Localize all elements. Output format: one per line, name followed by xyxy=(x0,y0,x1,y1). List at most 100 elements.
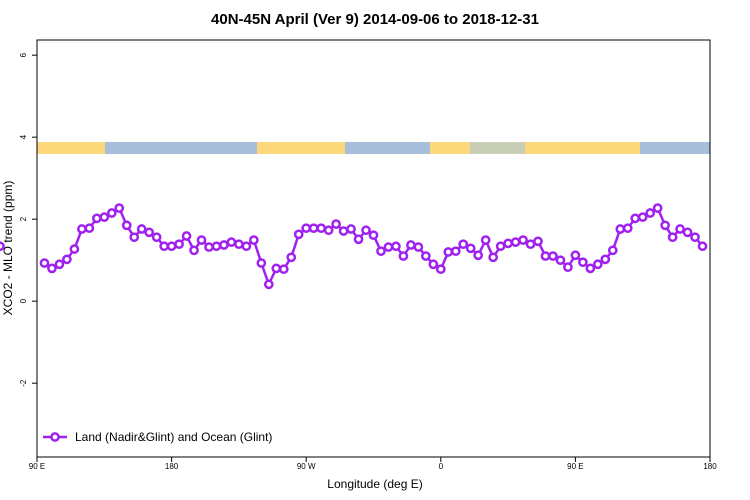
data-point xyxy=(473,250,484,261)
data-point xyxy=(338,226,349,236)
data-point xyxy=(525,239,536,250)
data-point xyxy=(249,235,259,245)
data-point xyxy=(196,235,207,245)
data-point xyxy=(458,239,469,250)
data-point xyxy=(0,241,5,252)
data-point xyxy=(234,239,244,250)
data-point xyxy=(443,247,454,257)
data-point xyxy=(91,213,102,224)
data-point xyxy=(480,235,491,245)
data-point xyxy=(241,241,252,252)
data-point xyxy=(376,246,386,257)
data-point xyxy=(435,264,446,275)
data-point xyxy=(263,279,274,290)
data-point xyxy=(570,250,581,261)
data-point xyxy=(271,263,282,274)
data-point xyxy=(630,213,641,224)
data-point xyxy=(323,225,334,236)
data-point xyxy=(129,232,140,243)
data-point xyxy=(615,224,626,234)
chart-title: 40N-45N April (Ver 9) 2014-09-06 to 2018… xyxy=(211,11,539,28)
y-tick-label: -2 xyxy=(19,379,28,387)
surface-band xyxy=(37,142,710,154)
y-tick-label: 2 xyxy=(19,216,28,221)
data-point xyxy=(166,241,177,252)
data-point xyxy=(346,224,356,234)
data-point xyxy=(278,264,289,275)
data-point xyxy=(413,242,424,252)
data-point xyxy=(151,232,162,243)
data-point xyxy=(488,252,498,263)
data-point xyxy=(121,220,132,231)
data-point xyxy=(226,237,237,247)
data-point xyxy=(84,223,95,234)
data-point xyxy=(136,224,147,234)
data-point xyxy=(690,232,700,243)
data-point xyxy=(600,254,611,265)
data-point xyxy=(69,244,80,254)
data-point xyxy=(368,230,379,241)
data-point xyxy=(256,258,267,268)
data-point xyxy=(495,241,506,252)
data-point xyxy=(219,240,229,250)
data-point xyxy=(660,220,670,231)
data-point xyxy=(286,252,297,263)
data-point xyxy=(211,241,222,252)
data-point xyxy=(622,223,633,234)
data-point xyxy=(667,232,678,243)
data-point xyxy=(39,258,50,268)
data-point xyxy=(204,242,214,252)
data-point xyxy=(533,236,543,247)
data-point xyxy=(652,203,663,213)
y-axis-label: XCO2 - MLO trend (ppm) xyxy=(1,181,15,316)
x-tick-label: 90 W xyxy=(297,462,316,471)
data-point xyxy=(420,251,431,261)
x-tick-label: 90 E xyxy=(567,462,583,471)
y-tick-label: 4 xyxy=(19,134,28,139)
data-point xyxy=(331,219,341,229)
data-point xyxy=(540,251,551,261)
data-point xyxy=(189,245,199,256)
data-point xyxy=(697,241,708,252)
data-point xyxy=(682,227,693,238)
data-point xyxy=(181,231,192,241)
data-point xyxy=(592,259,603,270)
data-point xyxy=(607,245,618,256)
data-point xyxy=(645,208,656,218)
data-point xyxy=(293,229,304,240)
data-point xyxy=(518,235,528,245)
x-tick-label: 0 xyxy=(439,462,444,471)
data-point xyxy=(555,255,566,266)
data-point xyxy=(563,262,573,273)
data-point xyxy=(353,234,364,245)
data-point xyxy=(450,246,461,257)
data-point xyxy=(510,237,521,247)
data-point xyxy=(675,224,685,234)
data-point xyxy=(174,239,184,250)
data-point xyxy=(308,223,319,234)
data-point xyxy=(99,212,110,222)
x-tick-label: 90 E xyxy=(29,462,45,471)
data-point xyxy=(47,263,57,274)
data-point xyxy=(585,263,596,274)
data-point xyxy=(383,242,394,252)
data-point xyxy=(62,254,72,265)
x-tick-label: 180 xyxy=(703,462,717,471)
data-point xyxy=(77,224,87,234)
data-point xyxy=(54,259,65,270)
data-point xyxy=(361,225,371,236)
data-point xyxy=(398,251,409,261)
series-line xyxy=(43,206,704,288)
data-point xyxy=(465,243,476,254)
x-axis-label: Longitude (deg E) xyxy=(327,477,422,491)
data-point xyxy=(548,251,558,261)
y-tick-label: 6 xyxy=(19,52,28,57)
data-point xyxy=(106,208,117,218)
legend-marker xyxy=(50,432,60,442)
plot-frame xyxy=(36,39,711,458)
data-point xyxy=(301,223,312,234)
legend-label: Land (Nadir&Glint) and Ocean (Glint) xyxy=(75,430,272,444)
y-tick-label: 0 xyxy=(19,298,28,303)
x-tick-label: 180 xyxy=(165,462,179,471)
